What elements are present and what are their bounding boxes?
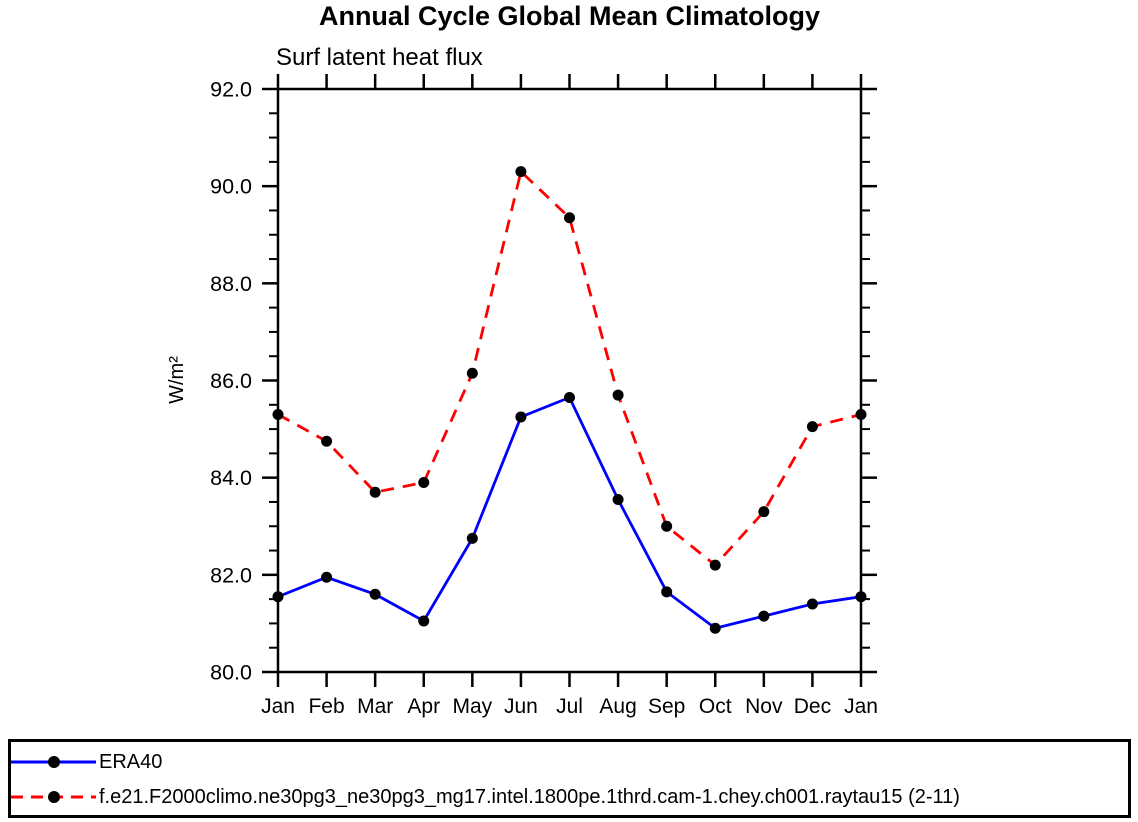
data-point-marker-s1 xyxy=(369,486,381,498)
legend-label-era40: ERA40 xyxy=(99,751,163,773)
data-point-marker-s0 xyxy=(564,392,575,404)
y-tick-label: 80.0 xyxy=(210,661,252,685)
legend-marker-icon xyxy=(48,756,60,768)
legend-line-sample-dashed xyxy=(11,791,96,803)
data-point-marker-s1 xyxy=(418,477,430,489)
y-tick-label: 84.0 xyxy=(210,466,252,490)
data-point-marker-s0 xyxy=(709,622,721,634)
chart-subtitle: Surf latent heat flux xyxy=(276,44,483,71)
x-tick-label: Apr xyxy=(407,695,440,718)
y-axis-label: W/m² xyxy=(166,356,188,404)
data-point-marker-s1 xyxy=(612,389,624,401)
x-tick-label: Aug xyxy=(599,695,636,718)
data-point-marker-s1 xyxy=(466,367,478,379)
data-point-marker-s0 xyxy=(272,591,284,603)
y-tick-label: 86.0 xyxy=(210,369,252,393)
chart-title: Annual Cycle Global Mean Climatology xyxy=(318,1,821,31)
y-tick-label: 90.0 xyxy=(210,175,252,199)
data-point-marker-s1 xyxy=(564,212,575,224)
legend-line-sample-solid xyxy=(11,756,96,768)
legend-item-era40: ERA40 xyxy=(11,748,162,776)
x-tick-label: Dec xyxy=(794,695,831,718)
x-tick-label: Jul xyxy=(556,695,583,718)
series-line-0 xyxy=(277,395,862,630)
x-tick-label: Jan xyxy=(261,695,295,718)
legend: ERA40 f.e21.F2000climo.ne30pg3_ne30pg3_m… xyxy=(8,739,1131,818)
y-tick-label: 92.0 xyxy=(210,78,252,102)
data-point-marker-s0 xyxy=(661,586,673,598)
x-tick-label: Feb xyxy=(308,695,344,718)
data-point-marker-s1 xyxy=(758,506,770,518)
plot-frame xyxy=(276,87,863,674)
data-point-marker-s1 xyxy=(806,421,818,433)
data-point-marker-s0 xyxy=(806,598,818,610)
data-point-marker-s1 xyxy=(855,409,867,421)
data-point-marker-s0 xyxy=(855,591,867,603)
x-tick-label: Oct xyxy=(699,695,732,718)
data-point-marker-s0 xyxy=(612,494,624,506)
legend-label-model: f.e21.F2000climo.ne30pg3_ne30pg3_mg17.in… xyxy=(99,786,960,808)
data-point-marker-s1 xyxy=(515,166,527,178)
data-point-marker-s0 xyxy=(321,571,333,583)
data-point-marker-s1 xyxy=(272,409,284,421)
legend-marker-icon xyxy=(48,791,60,803)
data-point-marker-s1 xyxy=(321,435,333,447)
y-tick-label: 88.0 xyxy=(210,272,252,296)
x-tick-label: Mar xyxy=(357,695,393,718)
data-point-marker-s0 xyxy=(369,588,381,600)
data-point-marker-s1 xyxy=(709,559,721,571)
y-tick-label: 82.0 xyxy=(210,563,252,587)
series-line-1 xyxy=(277,168,862,568)
x-tick-label: Jun xyxy=(504,695,538,718)
data-point-marker-s0 xyxy=(758,610,770,622)
x-tick-label: Sep xyxy=(648,695,685,718)
x-tick-label: Jan xyxy=(844,695,878,718)
data-point-marker-s0 xyxy=(515,411,527,423)
data-point-marker-s0 xyxy=(418,615,430,627)
x-tick-label: Nov xyxy=(745,695,783,718)
data-point-marker-s0 xyxy=(466,532,478,544)
legend-item-model: f.e21.F2000climo.ne30pg3_ne30pg3_mg17.in… xyxy=(11,783,960,811)
x-tick-label: May xyxy=(452,695,492,718)
data-point-marker-s1 xyxy=(661,520,673,532)
